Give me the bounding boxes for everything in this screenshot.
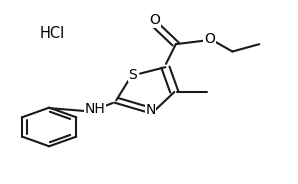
Text: O: O [204, 32, 215, 46]
Text: N: N [145, 103, 156, 117]
Text: HCl: HCl [40, 26, 65, 41]
Text: O: O [150, 13, 160, 27]
Text: S: S [128, 68, 137, 82]
Text: NH: NH [85, 102, 106, 116]
